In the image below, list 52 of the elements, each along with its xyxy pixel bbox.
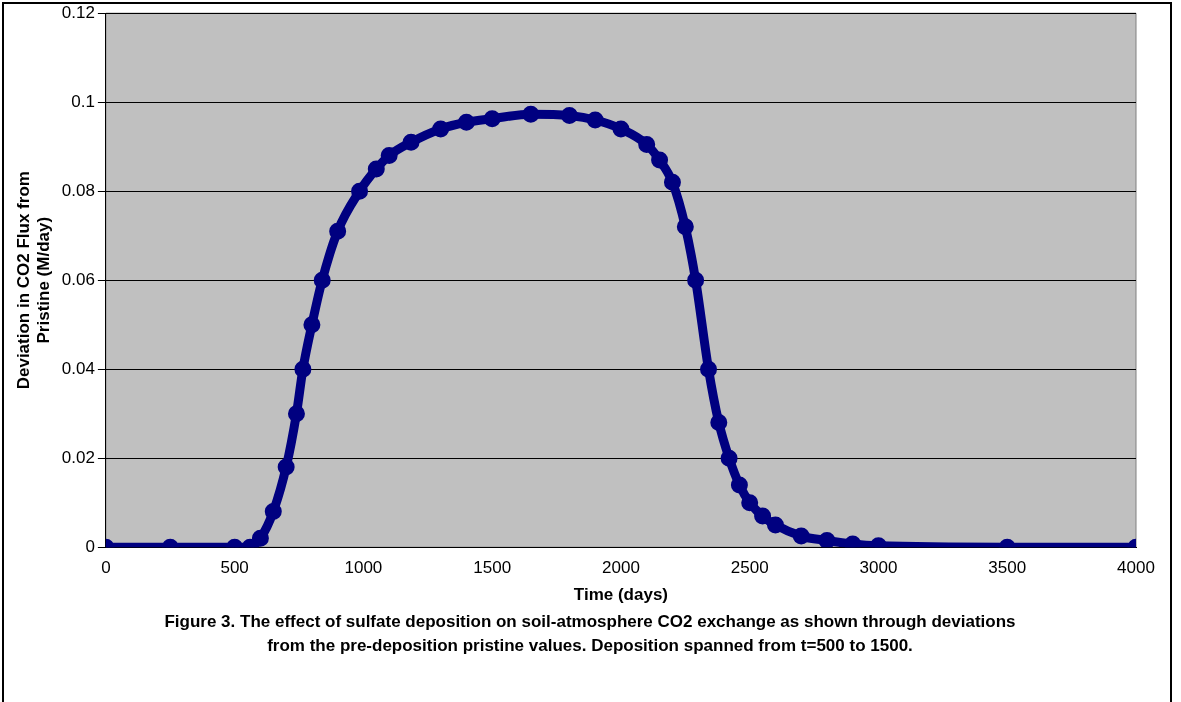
point — [287, 405, 305, 423]
point — [663, 173, 681, 191]
point — [329, 222, 347, 240]
x-tick-label: 2000 — [602, 558, 640, 578]
x-axis-title: Time (days) — [573, 585, 669, 605]
x-tick-label: 2500 — [730, 558, 769, 578]
x-tick-label: 4000 — [1117, 558, 1155, 578]
x-tick-label: 3000 — [859, 558, 898, 578]
point — [700, 360, 717, 378]
y-tick-label: 0.12 — [61, 2, 95, 22]
y-tick-label: 0.02 — [61, 447, 95, 467]
y-tick-label: 0.08 — [61, 180, 95, 200]
point — [766, 516, 784, 534]
point — [380, 147, 398, 165]
point — [522, 105, 540, 123]
x-tick-label: 1000 — [344, 558, 383, 578]
point — [710, 414, 728, 432]
point — [264, 503, 282, 521]
point — [586, 111, 604, 129]
point — [651, 151, 669, 169]
point — [792, 527, 810, 545]
point — [313, 271, 331, 289]
point — [676, 218, 694, 236]
point — [432, 120, 450, 138]
point — [303, 316, 321, 334]
point — [754, 507, 772, 525]
point — [351, 182, 369, 200]
point — [294, 360, 312, 378]
y-tick-label: 0.1 — [71, 91, 95, 111]
point — [741, 494, 759, 512]
point — [638, 135, 656, 153]
point — [277, 458, 295, 476]
point — [720, 449, 738, 467]
point — [367, 160, 385, 178]
point — [457, 113, 475, 131]
x-tick-label: 500 — [220, 558, 249, 578]
y-tick-label: 0 — [85, 536, 95, 556]
point — [483, 110, 501, 128]
y-tick-label: 0.04 — [61, 358, 95, 378]
point — [687, 271, 705, 289]
point — [818, 532, 836, 548]
point — [730, 476, 748, 494]
caption: Figure 3. The effect of sulfate deposition on soil-atmosphere CO2 exchange as shown through deviations from the pre-deposition pristine values. Deposition spanned from t=500 to 1500. — [163, 611, 1017, 657]
point — [612, 120, 630, 138]
point — [560, 107, 578, 125]
x-tick-label: 0 — [101, 558, 111, 578]
x-tick-label: 3500 — [988, 558, 1027, 578]
x-tick-label: 1500 — [473, 558, 512, 578]
point — [402, 133, 420, 151]
y-axis-title: Deviation in CO2 Flux from Pristine (M/day) — [13, 171, 54, 390]
point — [251, 529, 269, 547]
y-tick-label: 0.06 — [61, 269, 95, 289]
